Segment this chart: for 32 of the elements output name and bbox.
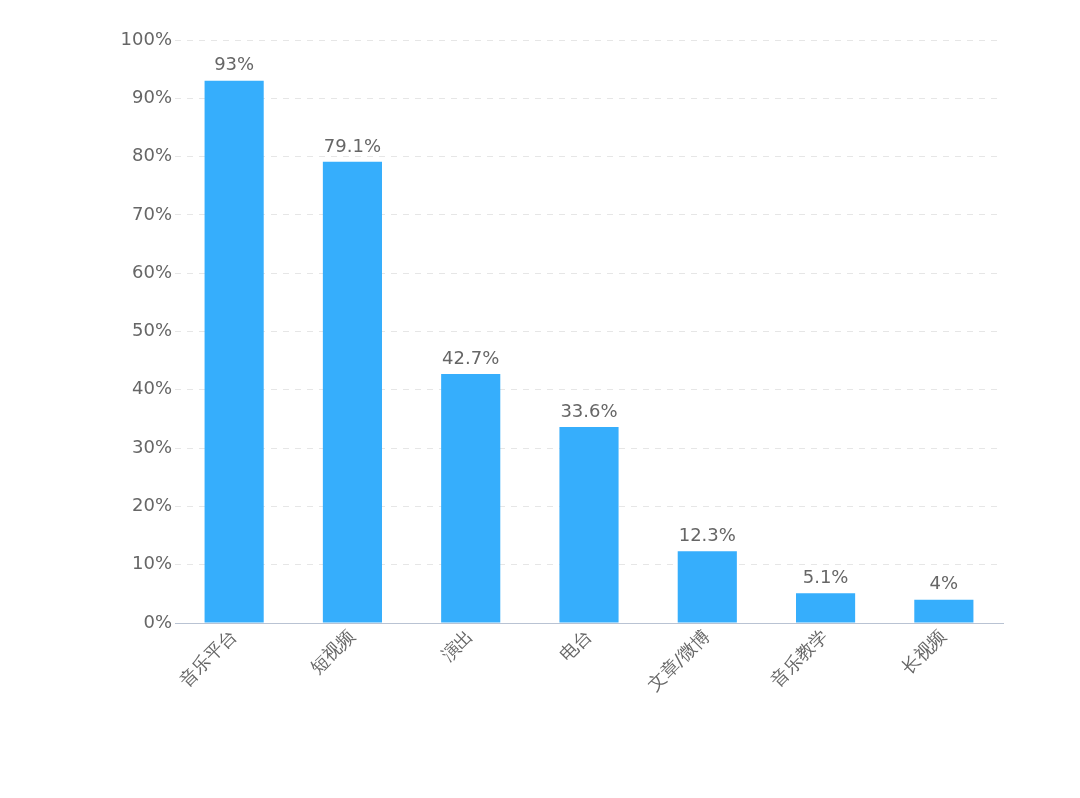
y-tick-label: 90% xyxy=(131,85,172,107)
y-tick-label: 70% xyxy=(131,202,172,224)
x-tick-label: 音乐平台 xyxy=(174,624,241,691)
bar xyxy=(914,599,974,623)
x-tick-label: 演出 xyxy=(436,624,477,666)
y-tick-label: 60% xyxy=(131,260,172,282)
data-label: 5.1% xyxy=(802,565,849,587)
y-tick-label: 50% xyxy=(131,319,172,341)
x-tick-label: 文章/微博 xyxy=(643,624,714,695)
y-tick-label: 30% xyxy=(131,435,172,457)
x-tick-label: 音乐教学 xyxy=(765,624,832,691)
y-tick-label: 20% xyxy=(131,494,172,516)
bar xyxy=(441,374,501,623)
y-tick-label: 0% xyxy=(143,610,172,632)
bar xyxy=(204,80,264,623)
x-tick-label: 短视频 xyxy=(305,624,359,678)
y-tick-label: 10% xyxy=(131,552,172,574)
bar xyxy=(559,427,619,623)
data-label: 93% xyxy=(214,53,255,75)
bar xyxy=(322,161,382,623)
x-tick-label: 电台 xyxy=(554,624,596,666)
data-label: 79.1% xyxy=(323,134,382,156)
bar xyxy=(796,593,856,623)
x-tick-label: 长视频 xyxy=(896,624,950,678)
data-label: 4% xyxy=(929,572,959,594)
bar xyxy=(677,551,737,623)
data-label: 12.3% xyxy=(678,523,736,545)
data-label: 42.7% xyxy=(442,346,500,368)
y-tick-label: 100% xyxy=(120,27,172,49)
data-label: 33.6% xyxy=(560,399,618,421)
y-tick-label: 40% xyxy=(131,377,172,399)
y-tick-label: 80% xyxy=(131,144,172,166)
